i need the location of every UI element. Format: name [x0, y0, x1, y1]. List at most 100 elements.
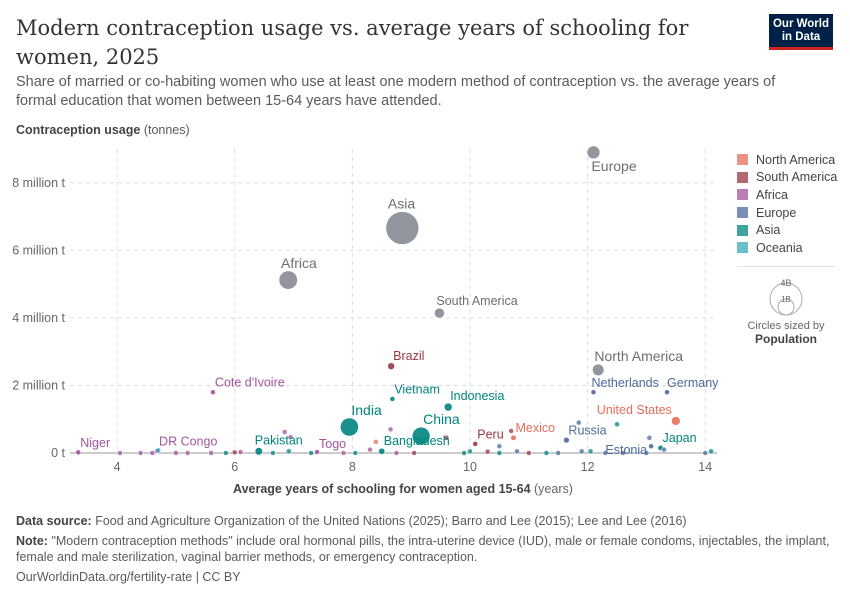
data-point: [393, 450, 400, 456]
note: Note: "Modern contraception methods" inc…: [16, 533, 836, 565]
data-point: [117, 450, 123, 456]
data-point: [472, 441, 479, 447]
data-point: [620, 450, 626, 456]
point-label: Estonia: [605, 443, 647, 457]
chart-title: Modern contraception usage vs. average y…: [16, 16, 689, 69]
x-tick-label: 6: [231, 460, 238, 474]
data-point: [308, 450, 314, 456]
y-tick-label: 6 million t: [12, 243, 65, 257]
data-point: [281, 429, 288, 435]
data-point: [443, 435, 450, 441]
size-legend-circles: 4B 1B: [769, 278, 803, 316]
note-label: Note:: [16, 534, 48, 548]
size-legend: 4B 1B Circles sized by Population: [737, 266, 835, 346]
point-label: Asia: [388, 196, 415, 212]
data-point: [385, 211, 420, 245]
point-label: Bangladesh: [384, 434, 450, 448]
data-point: [270, 450, 276, 456]
point-label: Niger: [80, 436, 110, 450]
point-label: India: [351, 402, 382, 418]
y-tick-label: 4 million t: [12, 311, 65, 325]
legend-item[interactable]: Europe: [737, 204, 837, 222]
data-point: [367, 446, 373, 453]
data-point: [514, 448, 520, 455]
data-point: [378, 447, 386, 455]
point-label: Vietnam: [394, 382, 440, 396]
data-point: [648, 443, 654, 449]
point-label: Cote d'Ivoire: [215, 376, 285, 390]
data-point: [208, 450, 214, 456]
note-text: "Modern contraception methods" include o…: [16, 534, 830, 564]
x-tick-label: 4: [114, 460, 121, 474]
data-point: [411, 426, 431, 446]
data-point: [671, 416, 681, 426]
legend-item[interactable]: Africa: [737, 186, 837, 204]
size-legend-small: 1B: [781, 295, 791, 304]
y-tick-label: 8 million t: [12, 176, 65, 190]
point-label: Mexico: [515, 421, 555, 435]
data-point: [661, 446, 667, 453]
data-point: [173, 450, 179, 456]
data-point: [496, 443, 503, 449]
source-url[interactable]: OurWorldinData.org/fertility-rate | CC B…: [16, 570, 241, 584]
data-point: [590, 389, 597, 395]
legend-swatch: [737, 207, 748, 219]
data-point: [708, 448, 714, 455]
data-point: [314, 449, 320, 455]
data-point: [149, 450, 156, 456]
y-axis-label: Contraception usage (tonnes): [16, 123, 190, 137]
data-point: [510, 434, 517, 441]
legend-item[interactable]: South America: [737, 169, 837, 187]
point-label: Netherlands: [591, 376, 658, 390]
data-point: [592, 363, 605, 376]
x-tick-label: 8: [349, 460, 356, 474]
data-point: [75, 449, 81, 456]
data-point: [352, 450, 359, 456]
size-legend-caption: Circles sized by: [747, 320, 825, 332]
data-point: [702, 450, 708, 456]
point-label: DR Congo: [159, 434, 217, 448]
legend-label: Europe: [756, 205, 797, 220]
data-point: [223, 450, 229, 456]
legend-item[interactable]: Oceania: [737, 239, 837, 257]
data-point: [434, 307, 445, 319]
legend-swatch: [737, 224, 748, 236]
legend-swatch: [737, 154, 748, 166]
point-label: Europe: [591, 158, 636, 174]
data-point: [278, 270, 298, 290]
legend-label: Africa: [756, 187, 788, 202]
owid-logo[interactable]: Our World in Data: [769, 14, 833, 50]
point-label: Germany: [667, 376, 719, 390]
data-source: Data source: Food and Agriculture Organi…: [16, 513, 836, 529]
point-label: Pakistan: [255, 433, 303, 447]
point-label: United States: [597, 403, 672, 417]
data-point: [602, 450, 608, 456]
data-point: [155, 447, 161, 454]
data-point: [387, 362, 395, 370]
footer: Data source: Food and Agriculture Organi…: [16, 513, 836, 585]
size-legend-variable[interactable]: Population: [755, 332, 817, 346]
data-point: [587, 448, 594, 455]
source-label: Data source:: [16, 514, 92, 528]
data-point: [340, 450, 347, 456]
point-label: Peru: [477, 427, 503, 441]
legend-item[interactable]: Asia: [737, 221, 837, 239]
chart-subtitle: Share of married or co-habiting women wh…: [16, 74, 776, 109]
point-label: Russia: [568, 423, 606, 437]
data-point: [576, 419, 582, 426]
legend-swatch: [737, 171, 748, 183]
y-axis-label-unit: (tonnes): [143, 123, 190, 137]
legend-label: South America: [756, 170, 838, 185]
data-point: [563, 437, 570, 444]
data-point: [387, 426, 394, 433]
data-point: [586, 145, 601, 160]
x-tick-label: 12: [581, 460, 595, 474]
data-point: [643, 450, 650, 456]
legend-swatch: [737, 189, 748, 201]
data-point: [578, 448, 585, 455]
data-point: [508, 428, 514, 434]
legend-item[interactable]: North America: [737, 151, 837, 169]
legend-label: Oceania: [756, 240, 803, 255]
